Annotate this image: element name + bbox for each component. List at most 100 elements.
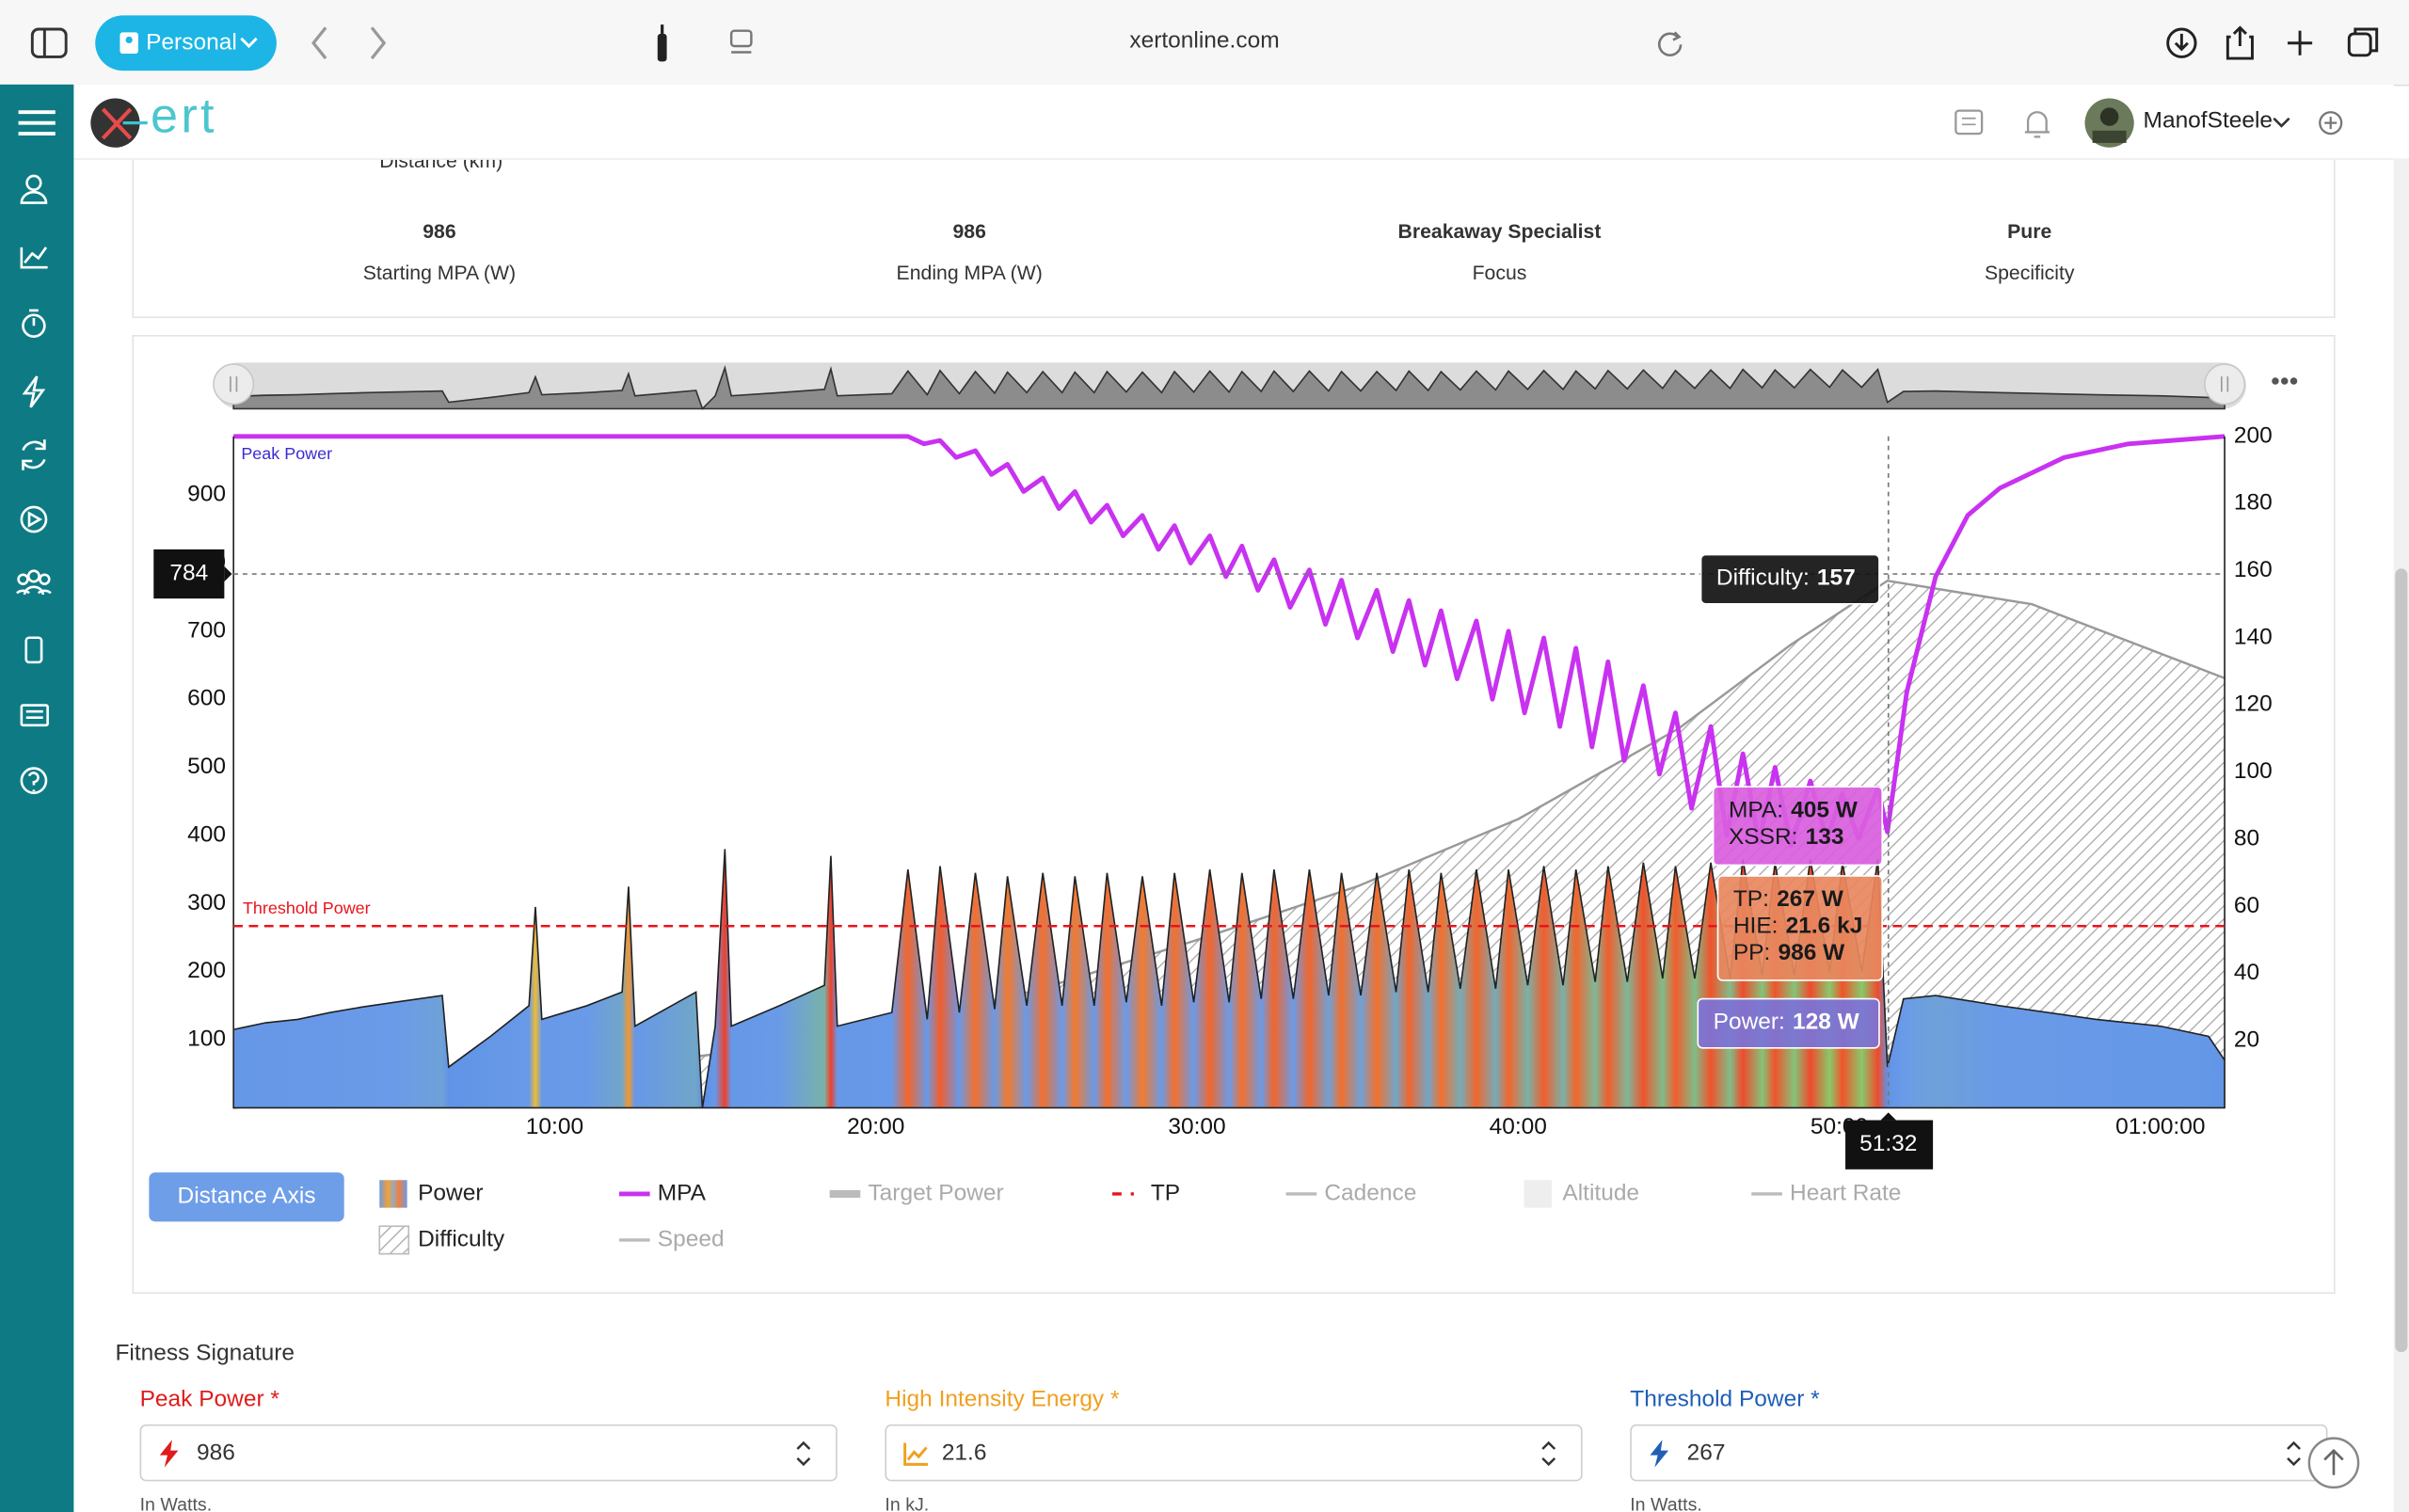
summary-card: Distance (km) 986 Starting MPA (W) 986 E…: [132, 141, 2336, 319]
reload[interactable]: [1654, 27, 1685, 58]
sidebar-icons[interactable]: [0, 85, 73, 822]
user-menu-icons[interactable]: [2271, 106, 2348, 140]
navigator-grip: [230, 376, 238, 392]
y-tick-label: 600: [187, 686, 226, 711]
summary-label: Starting MPA (W): [362, 261, 517, 285]
y-tick-label: 300: [187, 890, 226, 915]
legend-symbol: [1524, 1180, 1552, 1208]
field-input[interactable]: 986: [139, 1424, 838, 1482]
app-header: ert ManofSteele: [73, 84, 2394, 160]
readout-label: Power:: [1714, 1010, 1785, 1035]
legend-label[interactable]: Target Power: [868, 1180, 1003, 1205]
tab-icons[interactable]: [646, 22, 760, 65]
section-title: Fitness Signature: [115, 1340, 295, 1366]
logo-mark[interactable]: [89, 94, 151, 152]
cursor-y-pointer: [224, 565, 232, 582]
field: Threshold Power * 267 In Watts.: [1630, 1386, 2328, 1512]
field-hint: In kJ.: [885, 1493, 930, 1512]
cursor-y-box: [153, 549, 225, 599]
x-tick-label: 20:00: [847, 1114, 904, 1139]
sidebar: [0, 84, 74, 1512]
user-name[interactable]: ManofSteele: [2143, 107, 2273, 135]
readout-text: Difficulty: 157: [1716, 565, 1856, 591]
readout-label: HIE:: [1733, 914, 1779, 939]
readout-label: XSSR:: [1729, 824, 1797, 850]
field-input[interactable]: 267: [1630, 1424, 2328, 1482]
x-tick-label: 30:00: [1168, 1114, 1225, 1139]
y2-tick-label: 140: [2234, 624, 2273, 649]
field: High Intensity Energy * 21.6 In kJ.: [885, 1386, 1583, 1512]
legend-label[interactable]: Speed: [658, 1226, 725, 1251]
readout-box: [1716, 875, 1884, 981]
threshold-label: Threshold Power: [243, 899, 371, 917]
legend-symbol: [378, 1225, 410, 1255]
readout-box: [1699, 553, 1880, 605]
legend-label[interactable]: Altitude: [1562, 1180, 1639, 1205]
legend-label[interactable]: Heart Rate: [1790, 1180, 1901, 1205]
readout-value: 21.6 kJ: [1786, 914, 1863, 939]
spinner[interactable]: [792, 1440, 814, 1467]
y-tick-label: 200: [187, 958, 226, 983]
legend-label[interactable]: MPA: [658, 1180, 707, 1205]
readout-box: [1712, 786, 1884, 867]
readout-value: 986 W: [1778, 941, 1845, 966]
spinner[interactable]: [2283, 1440, 2305, 1467]
readout-text: HIE: 21.6 kJ: [1733, 914, 1862, 939]
cursor-x-box: [1845, 1120, 1934, 1170]
y2-tick-label: 160: [2234, 557, 2273, 582]
field-value: 21.6: [941, 1440, 987, 1467]
summary-value: Pure: [2007, 219, 2052, 244]
nav-arrows[interactable]: [304, 22, 396, 65]
profile-name: Personal: [146, 29, 237, 56]
readout-label: Difficulty:: [1716, 565, 1810, 591]
field-value: 267: [1686, 1440, 1726, 1467]
legend-label[interactable]: Power: [418, 1180, 483, 1205]
avatar[interactable]: [2083, 97, 2136, 150]
summary-value: 986: [952, 219, 986, 244]
readout-label: TP:: [1733, 886, 1769, 912]
field-icon: [159, 1440, 179, 1468]
readout-value: 405 W: [1791, 798, 1859, 823]
field: Peak Power * 986 In Watts.: [139, 1386, 838, 1512]
readout-text: XSSR: 133: [1729, 824, 1843, 850]
profile-button[interactable]: Personal: [95, 15, 277, 72]
plot-frame: [232, 436, 2226, 1109]
summary-value: 986: [423, 219, 456, 244]
scrollbar-thumb[interactable]: [2395, 568, 2408, 1353]
y-tick-label: 900: [187, 482, 226, 507]
y2-tick-label: 20: [2234, 1027, 2259, 1053]
readout-text: TP: 267 W: [1733, 886, 1844, 912]
summary-label: Specificity: [1984, 261, 2075, 285]
distance-axis-button[interactable]: Distance Axis: [149, 1172, 344, 1222]
navigator-handle[interactable]: [213, 363, 255, 406]
logo-text[interactable]: ert: [150, 88, 217, 143]
cursor-x-label: 51:32: [1859, 1131, 1917, 1156]
legend-symbol: [379, 1180, 407, 1208]
y2-tick-label: 120: [2234, 692, 2273, 717]
more-menu[interactable]: [2272, 377, 2298, 385]
x-tick-label: 01:00:00: [2115, 1114, 2205, 1139]
field-input[interactable]: 21.6: [885, 1424, 1583, 1482]
header-icons[interactable]: [1951, 106, 2058, 140]
navigator-handle[interactable]: [2204, 363, 2246, 406]
readout-label: PP:: [1733, 941, 1770, 966]
y2-tick-label: 100: [2234, 758, 2273, 784]
y-tick-label: 400: [187, 821, 226, 847]
sidebar-toggle[interactable]: [30, 26, 68, 60]
scrollbar: [2393, 158, 2409, 1512]
cursor-x-pointer: [1880, 1112, 1896, 1121]
legend-label[interactable]: Difficulty: [418, 1226, 505, 1251]
browser-bar: Personal xertonline.com: [0, 0, 2409, 87]
field-icon: [903, 1442, 929, 1466]
scroll-top[interactable]: [2306, 1435, 2362, 1490]
spinner[interactable]: [1538, 1440, 1559, 1467]
legend-label[interactable]: Cadence: [1324, 1180, 1416, 1205]
summary-value: Breakaway Specialist: [1397, 219, 1602, 244]
url[interactable]: xertonline.com: [1129, 27, 1280, 55]
field-icon: [1650, 1440, 1669, 1468]
legend-label[interactable]: TP: [1151, 1180, 1180, 1205]
toolbar-icons[interactable]: [2159, 22, 2389, 65]
x-tick-label: 40:00: [1490, 1114, 1547, 1139]
y-tick-label: 700: [187, 617, 226, 643]
